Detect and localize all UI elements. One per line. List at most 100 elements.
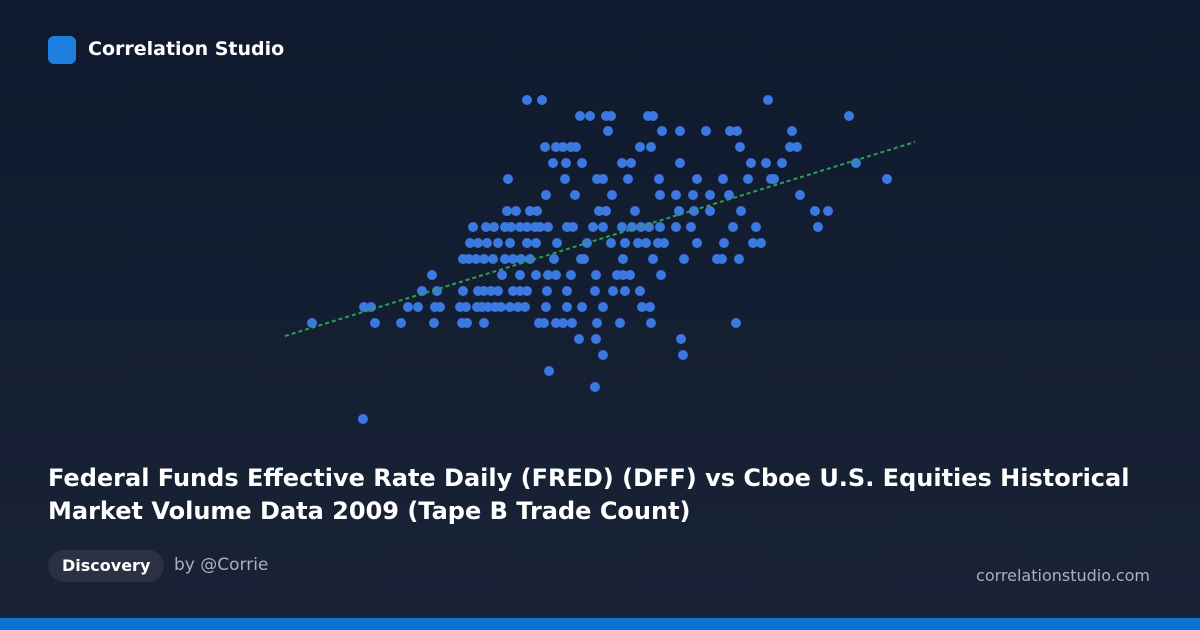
point xyxy=(482,238,492,248)
point xyxy=(396,318,406,328)
point xyxy=(659,238,669,248)
point xyxy=(483,302,493,312)
point xyxy=(496,302,506,312)
point xyxy=(718,174,728,184)
point xyxy=(732,126,742,136)
point xyxy=(648,254,658,264)
point xyxy=(493,286,503,296)
point xyxy=(594,206,604,216)
point xyxy=(506,222,516,232)
point xyxy=(591,270,601,280)
point xyxy=(701,126,711,136)
point xyxy=(748,238,758,248)
point xyxy=(686,222,696,232)
point xyxy=(520,302,530,312)
point xyxy=(717,254,727,264)
point xyxy=(620,286,630,296)
point xyxy=(427,270,437,280)
point xyxy=(646,142,656,152)
tag: Discovery xyxy=(48,550,165,582)
point xyxy=(558,142,568,152)
point xyxy=(508,254,518,264)
site-url: correlationstudio.com xyxy=(976,566,1150,585)
brand: Correlation Studio xyxy=(88,38,285,60)
point xyxy=(625,270,635,280)
point xyxy=(461,302,471,312)
point xyxy=(479,286,489,296)
point xyxy=(656,270,666,280)
point xyxy=(785,142,795,152)
point xyxy=(792,142,802,152)
point xyxy=(620,238,630,248)
point xyxy=(756,238,766,248)
point xyxy=(570,190,580,200)
point xyxy=(655,222,665,232)
point xyxy=(851,158,861,168)
point xyxy=(813,222,823,232)
point xyxy=(579,254,589,264)
point xyxy=(465,238,475,248)
point xyxy=(615,318,625,328)
point xyxy=(567,318,577,328)
point xyxy=(592,318,602,328)
point xyxy=(635,142,645,152)
point xyxy=(571,142,581,152)
point xyxy=(734,254,744,264)
trend-line xyxy=(284,141,916,337)
point xyxy=(626,158,636,168)
point xyxy=(549,254,559,264)
point xyxy=(566,270,576,280)
point xyxy=(735,142,745,152)
point xyxy=(575,111,585,121)
point xyxy=(761,158,771,168)
point xyxy=(810,206,820,216)
point xyxy=(769,174,779,184)
point xyxy=(688,190,698,200)
title: Federal Funds Effective Rate Daily (FRED… xyxy=(48,464,1130,525)
point xyxy=(679,254,689,264)
point xyxy=(591,334,601,344)
point xyxy=(743,174,753,184)
point xyxy=(488,254,498,264)
point xyxy=(574,334,584,344)
point xyxy=(522,222,532,232)
point xyxy=(560,174,570,184)
point xyxy=(462,318,472,328)
point xyxy=(618,254,628,264)
point xyxy=(479,254,489,264)
point xyxy=(746,158,756,168)
point xyxy=(598,174,608,184)
point xyxy=(598,302,608,312)
point xyxy=(577,302,587,312)
point xyxy=(358,414,368,424)
point xyxy=(590,382,600,392)
point xyxy=(654,174,664,184)
point xyxy=(675,158,685,168)
point xyxy=(648,111,658,121)
point xyxy=(882,174,892,184)
point xyxy=(481,222,491,232)
point xyxy=(413,302,423,312)
point xyxy=(535,222,545,232)
point xyxy=(522,286,532,296)
point xyxy=(435,302,445,312)
point xyxy=(671,190,681,200)
point xyxy=(458,286,468,296)
point xyxy=(359,302,369,312)
point xyxy=(307,318,317,328)
point xyxy=(544,366,554,376)
point xyxy=(540,142,550,152)
point xyxy=(617,222,627,232)
point xyxy=(633,238,643,248)
point xyxy=(541,190,551,200)
point xyxy=(522,238,532,248)
point xyxy=(657,126,667,136)
point xyxy=(705,190,715,200)
point xyxy=(763,95,773,105)
point xyxy=(489,222,499,232)
point xyxy=(601,206,611,216)
point xyxy=(568,222,578,232)
point xyxy=(719,238,729,248)
point xyxy=(823,206,833,216)
